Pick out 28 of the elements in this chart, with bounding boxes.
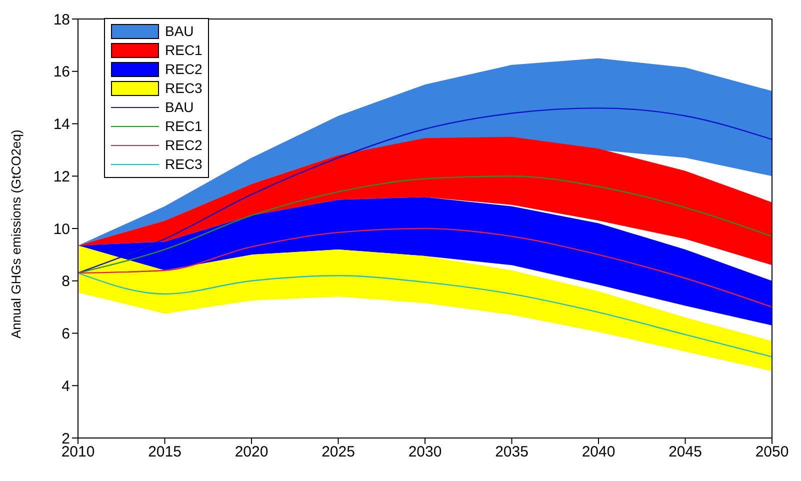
x-tick-label: 2045 [668, 444, 702, 461]
legend-label: BAU [165, 22, 194, 41]
legend-label: REC2 [165, 60, 202, 79]
line-series [78, 272, 772, 358]
x-tick-label: 2015 [148, 444, 182, 461]
legend-label: BAU [165, 98, 194, 117]
x-tick-label: 2025 [322, 444, 355, 461]
legend-label: REC3 [165, 79, 202, 98]
x-tick-label: 2020 [234, 444, 268, 461]
y-tick-label: 10 [53, 220, 70, 238]
y-tick-label: 12 [53, 168, 70, 186]
line-series [78, 228, 772, 308]
legend-label: REC1 [165, 41, 202, 60]
x-tick-label: 2050 [755, 444, 789, 461]
legend-label: REC1 [165, 117, 202, 136]
legend-label: REC3 [165, 155, 202, 174]
y-tick-label: 8 [62, 273, 70, 290]
y-tick-label: 6 [62, 326, 70, 343]
x-tick-label: 2035 [495, 444, 528, 461]
line-series [78, 176, 772, 274]
y-tick-label: 4 [62, 378, 70, 395]
y-axis-title: Annual GHGs emissions (GtCO2eq) [8, 130, 24, 338]
y-tick-label: 14 [53, 116, 70, 134]
x-tick-label: 2030 [408, 444, 442, 461]
legend-label: REC2 [165, 136, 202, 155]
y-tick-label: 18 [53, 11, 70, 28]
x-tick-label: 2040 [582, 444, 616, 461]
y-tick-label: 16 [53, 64, 70, 81]
